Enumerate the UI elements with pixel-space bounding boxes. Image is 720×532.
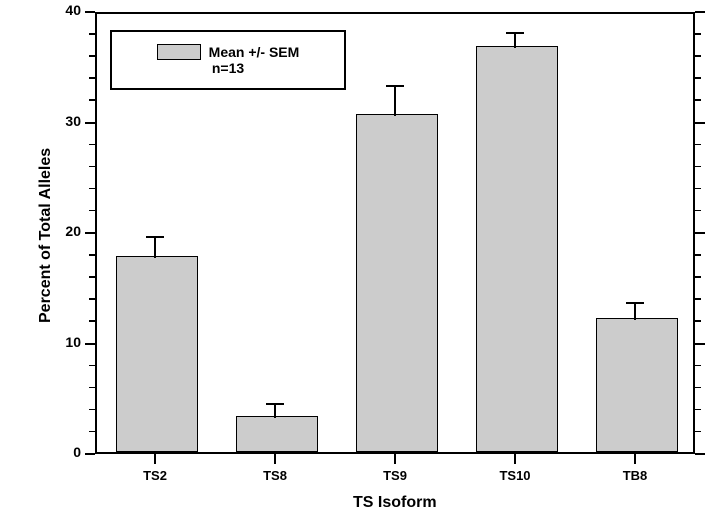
y-tick-major [695, 453, 705, 455]
x-tick-major [514, 454, 516, 464]
error-bar-cap [146, 236, 164, 238]
legend-swatch [157, 44, 201, 60]
y-tick-minor [695, 99, 701, 101]
y-tick-minor [695, 33, 701, 35]
y-tick-minor [89, 99, 95, 101]
y-tick-major [695, 343, 705, 345]
y-tick-minor [89, 210, 95, 212]
chart-stage: Percent of Total Alleles TS Isoform Mean… [0, 0, 720, 532]
y-tick-minor [89, 298, 95, 300]
y-tick-label: 0 [47, 444, 81, 460]
y-tick-minor [695, 387, 701, 389]
y-tick-major [85, 11, 95, 13]
x-tick-label: TB8 [623, 468, 648, 483]
y-tick-minor [89, 188, 95, 190]
y-tick-minor [695, 298, 701, 300]
legend-text-line2: n=13 [212, 60, 244, 76]
x-tick-major [394, 454, 396, 464]
y-tick-minor [89, 409, 95, 411]
y-tick-minor [89, 144, 95, 146]
x-tick-major [634, 454, 636, 464]
y-tick-minor [89, 320, 95, 322]
y-tick-major [85, 343, 95, 345]
y-tick-minor [695, 144, 701, 146]
bar [596, 318, 678, 452]
y-tick-minor [695, 77, 701, 79]
y-tick-minor [695, 254, 701, 256]
y-tick-minor [89, 166, 95, 168]
y-tick-major [695, 11, 705, 13]
error-bar-line [154, 237, 156, 258]
y-tick-minor [695, 188, 701, 190]
legend-box: Mean +/- SEM n=13 [110, 30, 346, 90]
y-tick-major [695, 122, 705, 124]
y-tick-minor [695, 409, 701, 411]
error-bar-line [394, 86, 396, 116]
y-tick-minor [695, 276, 701, 278]
y-tick-minor [89, 365, 95, 367]
x-tick-label: TS9 [383, 468, 407, 483]
y-tick-label: 20 [47, 223, 81, 239]
error-bar-cap [386, 85, 404, 87]
x-tick-label: TS8 [263, 468, 287, 483]
error-bar-cap [626, 302, 644, 304]
legend-text-line1: Mean +/- SEM [209, 44, 300, 60]
error-bar-line [634, 303, 636, 321]
y-tick-major [695, 232, 705, 234]
x-tick-label: TS2 [143, 468, 167, 483]
y-tick-major [85, 232, 95, 234]
x-axis-label: TS Isoform [353, 494, 437, 512]
x-tick-major [274, 454, 276, 464]
x-tick-major [154, 454, 156, 464]
bar [116, 256, 198, 452]
x-tick-label: TS10 [499, 468, 530, 483]
y-tick-minor [695, 55, 701, 57]
error-bar-cap [506, 32, 524, 34]
y-tick-minor [695, 166, 701, 168]
error-bar-line [274, 404, 276, 417]
y-tick-minor [89, 55, 95, 57]
y-tick-minor [89, 33, 95, 35]
y-tick-minor [695, 210, 701, 212]
y-tick-minor [89, 387, 95, 389]
y-tick-minor [89, 77, 95, 79]
y-tick-minor [89, 431, 95, 433]
bar [236, 416, 318, 452]
y-tick-minor [89, 254, 95, 256]
y-tick-minor [695, 431, 701, 433]
y-tick-minor [695, 365, 701, 367]
bar [356, 114, 438, 452]
y-tick-minor [89, 276, 95, 278]
error-bar-cap [266, 403, 284, 405]
y-tick-label: 30 [47, 113, 81, 129]
y-tick-major [85, 122, 95, 124]
y-tick-label: 40 [47, 2, 81, 18]
y-tick-label: 10 [47, 334, 81, 350]
bar [476, 46, 558, 452]
y-tick-major [85, 453, 95, 455]
error-bar-line [514, 33, 516, 48]
y-tick-minor [695, 320, 701, 322]
